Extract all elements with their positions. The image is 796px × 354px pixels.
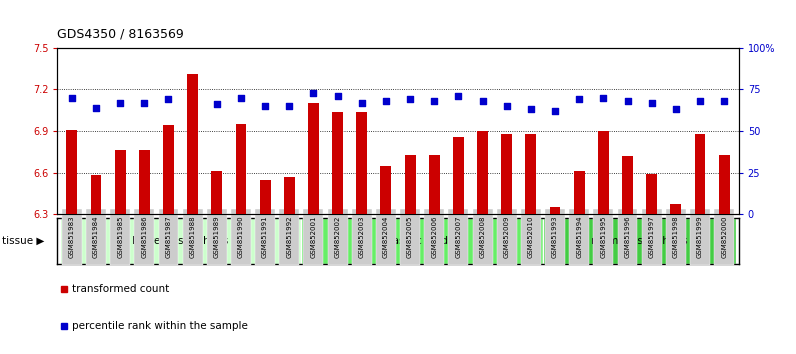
- Point: [259, 103, 271, 109]
- Point: [186, 90, 199, 96]
- Text: transformed count: transformed count: [72, 284, 170, 295]
- Bar: [404, 155, 416, 214]
- Bar: [212, 171, 222, 214]
- Bar: [525, 134, 537, 214]
- Bar: [357, 112, 367, 214]
- Point: [718, 98, 731, 104]
- Bar: [549, 207, 560, 214]
- Bar: [543, 218, 736, 264]
- Bar: [501, 134, 512, 214]
- Text: tissue ▶: tissue ▶: [2, 236, 44, 246]
- Point: [138, 100, 150, 105]
- Point: [283, 103, 295, 109]
- Text: GDS4350 / 8163569: GDS4350 / 8163569: [57, 28, 184, 41]
- Bar: [598, 131, 609, 214]
- Bar: [236, 124, 247, 214]
- Bar: [719, 155, 730, 214]
- Point: [114, 100, 127, 105]
- Bar: [308, 103, 319, 214]
- Bar: [302, 218, 543, 264]
- Bar: [380, 166, 392, 214]
- Bar: [695, 134, 705, 214]
- Point: [501, 103, 513, 109]
- Bar: [622, 156, 633, 214]
- Bar: [187, 74, 198, 214]
- Text: percentile rank within the sample: percentile rank within the sample: [72, 321, 248, 331]
- Point: [476, 98, 489, 104]
- Text: Barrett esopahgus: Barrett esopahgus: [132, 236, 228, 246]
- Bar: [477, 131, 488, 214]
- Text: normal esopahgus: normal esopahgus: [591, 236, 688, 246]
- Point: [404, 97, 416, 102]
- Point: [693, 98, 706, 104]
- Point: [525, 107, 537, 112]
- Bar: [115, 150, 126, 214]
- Bar: [332, 112, 343, 214]
- Point: [597, 95, 610, 101]
- Bar: [429, 155, 439, 214]
- Bar: [646, 174, 657, 214]
- Bar: [574, 171, 584, 214]
- Point: [355, 100, 368, 105]
- Bar: [66, 130, 77, 214]
- Point: [646, 100, 658, 105]
- Bar: [91, 175, 101, 214]
- Bar: [284, 177, 295, 214]
- Point: [65, 95, 78, 101]
- Point: [428, 98, 441, 104]
- Bar: [259, 179, 271, 214]
- Point: [621, 98, 634, 104]
- Bar: [60, 218, 302, 264]
- Point: [380, 98, 392, 104]
- Bar: [163, 125, 174, 214]
- Point: [452, 93, 465, 99]
- Bar: [453, 137, 464, 214]
- Bar: [139, 150, 150, 214]
- Point: [573, 97, 586, 102]
- Point: [90, 105, 103, 110]
- Point: [210, 102, 223, 107]
- Point: [307, 90, 320, 96]
- Point: [548, 108, 561, 114]
- Point: [331, 93, 344, 99]
- Point: [162, 97, 175, 102]
- Text: gastric cardia: gastric cardia: [387, 236, 458, 246]
- Point: [235, 95, 248, 101]
- Point: [669, 107, 682, 112]
- Bar: [670, 205, 681, 214]
